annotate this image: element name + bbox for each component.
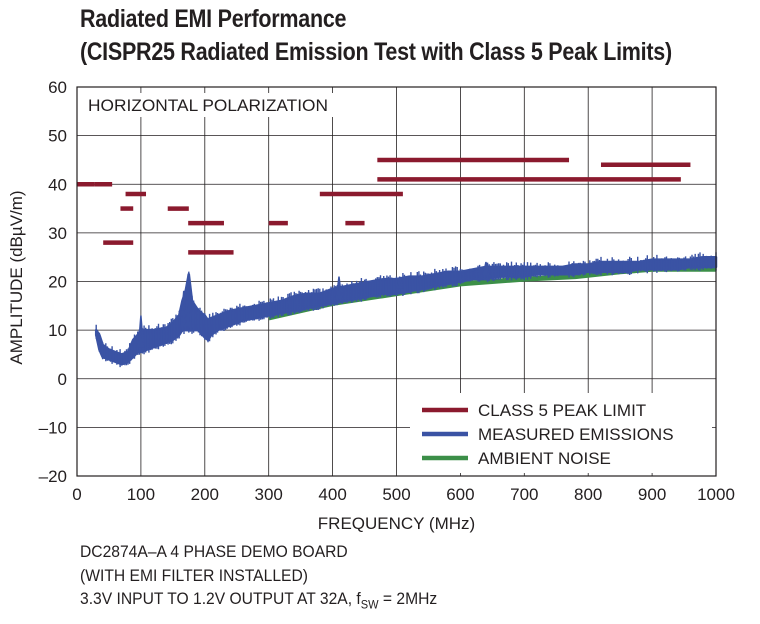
x-tick-label: 100 xyxy=(127,485,155,504)
y-tick-label: 0 xyxy=(58,370,67,389)
y-tick-label: 50 xyxy=(48,127,67,146)
class5-limit-series xyxy=(77,157,691,255)
filter-note: (WITH EMI FILTER INSTALLED) xyxy=(80,566,308,585)
x-tick-label: 1000 xyxy=(697,485,735,504)
polarization-label: HORIZONTAL POLARIZATION xyxy=(88,96,328,115)
y-tick-label: 20 xyxy=(48,273,67,292)
y-tick-label: 60 xyxy=(48,78,67,97)
legend: CLASS 5 PEAK LIMIT MEASURED EMISSIONS AMBI… xyxy=(422,401,674,468)
tick-labels: 0 100 200 300 400 500 600 700 800 900 100060504030… xyxy=(39,78,735,504)
chart-title-line1: Radiated EMI Performance xyxy=(80,5,347,33)
emission-peak xyxy=(396,276,404,289)
legend-label: CLASS 5 PEAK LIMIT xyxy=(478,401,646,420)
y-axis-label: AMPLITUDE (dBµV/m) xyxy=(7,190,26,364)
legend-label: AMBIENT NOISE xyxy=(478,449,611,468)
conditions-subscript: SW xyxy=(360,597,379,612)
y-tick-label: 30 xyxy=(48,224,67,243)
emission-peak xyxy=(335,276,343,299)
emission-peak xyxy=(137,315,145,348)
emission-peak xyxy=(482,261,490,275)
y-tick-label: –20 xyxy=(39,467,67,486)
x-axis-label: FREQUENCY (MHz) xyxy=(318,514,475,533)
emission-peak xyxy=(184,274,192,327)
chart-title-line2: (CISPR25 Radiated Emission Test with Cla… xyxy=(80,38,672,66)
label-backdrop xyxy=(84,93,334,117)
measured-emissions-texture xyxy=(95,252,717,368)
conditions-tail: = 2MHz xyxy=(378,589,438,608)
emi-chart: 0 100 200 300 400 500 600 700 800 900 100060504030… xyxy=(7,78,735,533)
x-tick-label: 600 xyxy=(446,485,474,504)
measured-emissions-series xyxy=(94,252,718,368)
x-tick-label: 0 xyxy=(72,485,81,504)
x-tick-label: 300 xyxy=(255,485,283,504)
x-tick-label: 900 xyxy=(638,485,666,504)
y-tick-label: 40 xyxy=(48,175,67,194)
y-tick-label: –10 xyxy=(39,418,67,437)
conditions-text: 3.3V INPUT TO 1.2V OUTPUT AT 32A, f xyxy=(80,589,361,608)
legend-label: MEASURED EMISSIONS xyxy=(478,425,674,444)
x-tick-label: 700 xyxy=(510,485,538,504)
plot-frame xyxy=(76,86,717,477)
y-tick-label: 10 xyxy=(48,321,67,340)
x-tick-label: 200 xyxy=(191,485,219,504)
emission-peak xyxy=(180,291,188,327)
x-tick-label: 500 xyxy=(382,485,410,504)
x-tick-label: 400 xyxy=(318,485,346,504)
conditions-note: 3.3V INPUT TO 1.2V OUTPUT AT 32A, fSW = … xyxy=(80,589,437,611)
board-note: DC2874A–A 4 PHASE DEMO BOARD xyxy=(80,542,348,561)
x-tick-label: 800 xyxy=(574,485,602,504)
